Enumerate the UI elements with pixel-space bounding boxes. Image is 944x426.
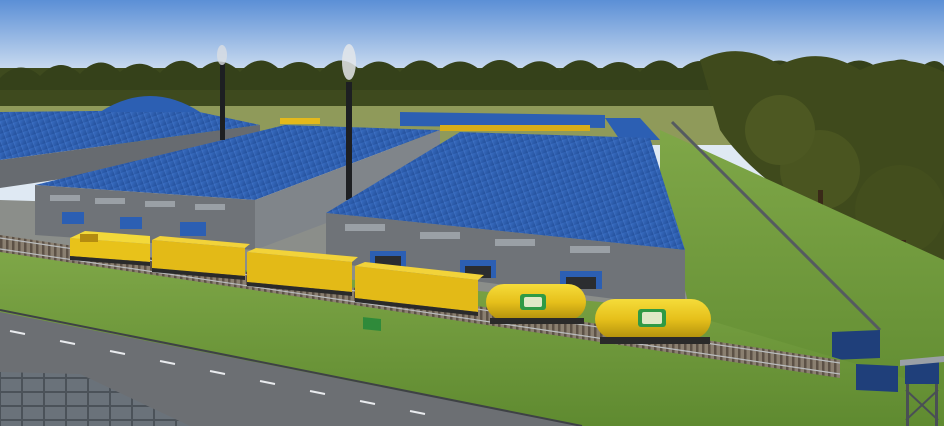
smokestack-2 [342, 44, 356, 200]
road-lane-markings [9, 330, 426, 415]
boxcar[interactable] [152, 236, 250, 280]
tank-car[interactable] [595, 299, 711, 344]
fence-gate [832, 330, 880, 360]
boxcar[interactable] [355, 262, 484, 332]
rail-line [0, 248, 841, 375]
freight-train[interactable] [70, 231, 711, 344]
perimeter-fence [670, 120, 882, 332]
boxcar[interactable] [247, 248, 358, 296]
road-edge-line [0, 309, 583, 426]
tank-car[interactable] [486, 284, 586, 324]
gate-house [856, 364, 898, 392]
guard-tower[interactable] [900, 356, 944, 426]
warehouse-far-left [0, 110, 260, 188]
locomotive[interactable] [70, 231, 150, 266]
far-buildings [280, 112, 660, 140]
dome-hangar [100, 96, 200, 112]
solar-panel-field [0, 372, 190, 426]
smokestack-1 [217, 45, 227, 140]
